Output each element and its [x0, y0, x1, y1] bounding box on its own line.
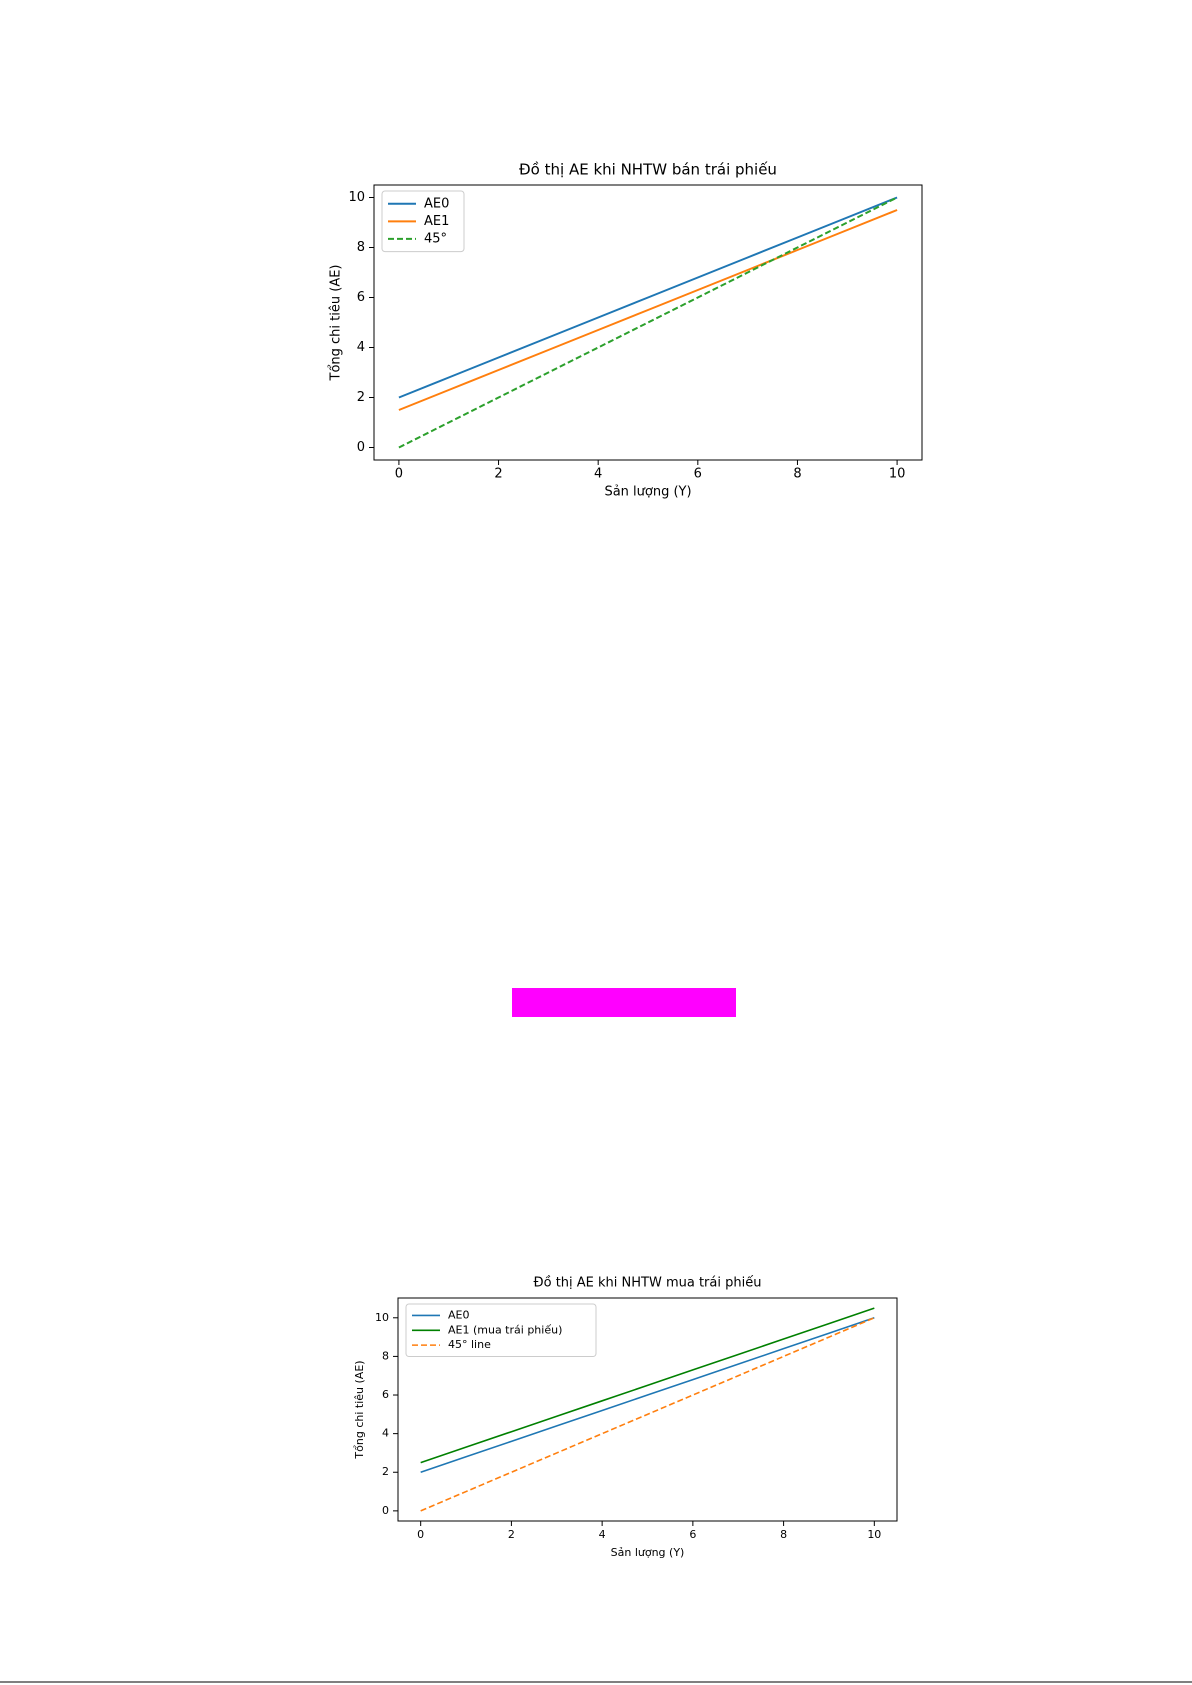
x-tick-label: 10 [867, 1528, 881, 1541]
legend-label: AE1 (mua trái phiếu) [448, 1323, 562, 1336]
y-tick-label: 4 [382, 1427, 389, 1440]
x-tick-label: 8 [780, 1528, 787, 1541]
plot-frame [397, 1297, 898, 1522]
legend-box [405, 1303, 597, 1358]
y-tick-label: 2 [357, 390, 365, 405]
legend-label: AE0 [448, 1308, 469, 1321]
y-tick-label: 8 [357, 240, 365, 255]
x-tick-label: 0 [417, 1528, 424, 1541]
chart-title: Đồ thị AE khi NHTW mua trái phiếu [534, 1276, 762, 1291]
chart-title: Đồ thị AE khi NHTW bán trái phiếu [519, 161, 777, 179]
legend-label: AE1 [424, 214, 449, 229]
x-tick-label: 2 [494, 467, 502, 482]
x-axis-label: Sản lượng (Y) [611, 1546, 685, 1559]
y-tick-label: 6 [357, 290, 365, 305]
series-line [398, 196, 898, 399]
legend-label: 45° [424, 231, 447, 246]
y-tick-label: 10 [348, 190, 365, 205]
x-axis-label: Sản lượng (Y) [604, 485, 691, 500]
y-tick-label: 0 [382, 1504, 389, 1517]
y-tick-label: 8 [382, 1349, 389, 1362]
plot-frame [373, 184, 923, 461]
x-tick-label: 2 [508, 1528, 515, 1541]
x-tick-label: 4 [594, 467, 602, 482]
series-line [420, 1317, 875, 1474]
x-tick-label: 0 [395, 467, 403, 482]
y-tick-label: 4 [357, 340, 365, 355]
x-tick-label: 10 [889, 467, 906, 482]
series-line [420, 1307, 875, 1464]
y-tick-label: 0 [357, 440, 365, 455]
y-tick-label: 2 [382, 1465, 389, 1478]
series-line [398, 209, 898, 411]
x-tick-label: 6 [689, 1528, 696, 1541]
y-axis-label: Tổng chi tiêu (AE) [353, 1360, 366, 1459]
legend-label: AE0 [424, 196, 449, 211]
y-axis-label: Tổng chi tiêu (AE) [329, 265, 344, 382]
x-tick-label: 4 [599, 1528, 606, 1541]
y-tick-label: 10 [375, 1311, 389, 1324]
x-tick-label: 6 [694, 467, 702, 482]
series-line [398, 196, 898, 449]
highlight-block [512, 988, 736, 1017]
x-tick-label: 8 [793, 467, 801, 482]
y-tick-label: 6 [382, 1388, 389, 1401]
series-line [420, 1317, 875, 1512]
chart: Đồ thị AE khi NHTW bán trái phiếu 0 2 4 6 8 10… [329, 161, 923, 500]
legend-box [381, 190, 465, 253]
chart: Đồ thị AE khi NHTW mua trái phiếu 0 2 4 6 8 10… [353, 1276, 898, 1559]
legend-label: 45° line [448, 1338, 491, 1351]
